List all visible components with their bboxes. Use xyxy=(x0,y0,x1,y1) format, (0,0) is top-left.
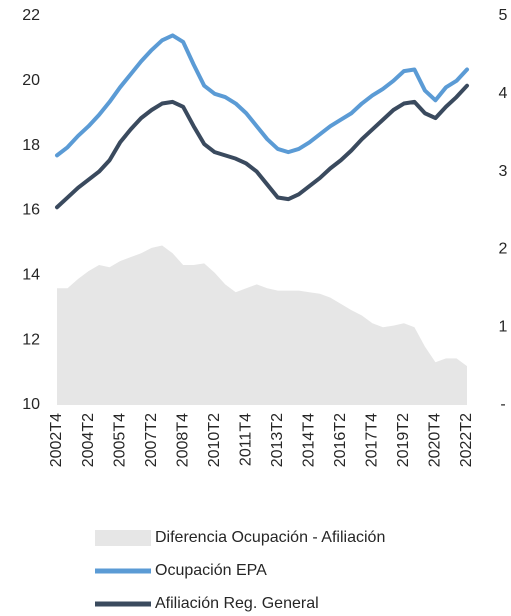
y-tick-label: 10 xyxy=(22,396,40,413)
legend-label: Ocupación EPA xyxy=(155,562,267,579)
x-tick-label: 2007T2 xyxy=(143,413,160,467)
y2-tick-label: 4 xyxy=(499,85,508,102)
x-tick-label: 2008T4 xyxy=(174,413,191,467)
line xyxy=(55,83,469,210)
line xyxy=(55,33,469,158)
x-tick-label: 2017T4 xyxy=(364,413,381,467)
y2-tick-label: - xyxy=(500,396,505,413)
x-tick-label: 2022T2 xyxy=(458,413,475,467)
x-tick-label: 2013T2 xyxy=(269,413,286,467)
y2-tick-label: 2 xyxy=(499,241,508,258)
y2-tick-label: 3 xyxy=(499,163,508,180)
x-tick-label: 2002T4 xyxy=(48,413,65,467)
x-tick-label: 2019T2 xyxy=(395,413,412,467)
legend-label: Afiliación Reg. General xyxy=(155,595,319,612)
y2-tick-label: 1 xyxy=(499,318,508,335)
x-tick-label: 2020T4 xyxy=(427,413,444,467)
y-tick-label: 22 xyxy=(22,7,40,24)
x-tick-label: 2010T2 xyxy=(206,413,223,467)
y-tick-label: 18 xyxy=(22,137,40,154)
y-tick-label: 14 xyxy=(22,267,40,284)
legend-swatch xyxy=(95,530,151,546)
legend-label: Diferencia Ocupación - Afiliación xyxy=(155,529,385,546)
y-tick-label: 12 xyxy=(22,331,40,348)
area xyxy=(57,245,467,405)
y-tick-label: 20 xyxy=(22,72,40,89)
x-tick-label: 2016T2 xyxy=(332,413,349,467)
x-tick-label: 2004T2 xyxy=(80,413,97,467)
x-tick-label: 2014T4 xyxy=(301,413,318,467)
y-tick-label: 16 xyxy=(22,202,40,219)
x-tick-label: 2011T4 xyxy=(237,413,254,466)
y2-tick-label: 5 xyxy=(499,7,508,24)
x-tick-label: 2005T4 xyxy=(111,413,128,467)
